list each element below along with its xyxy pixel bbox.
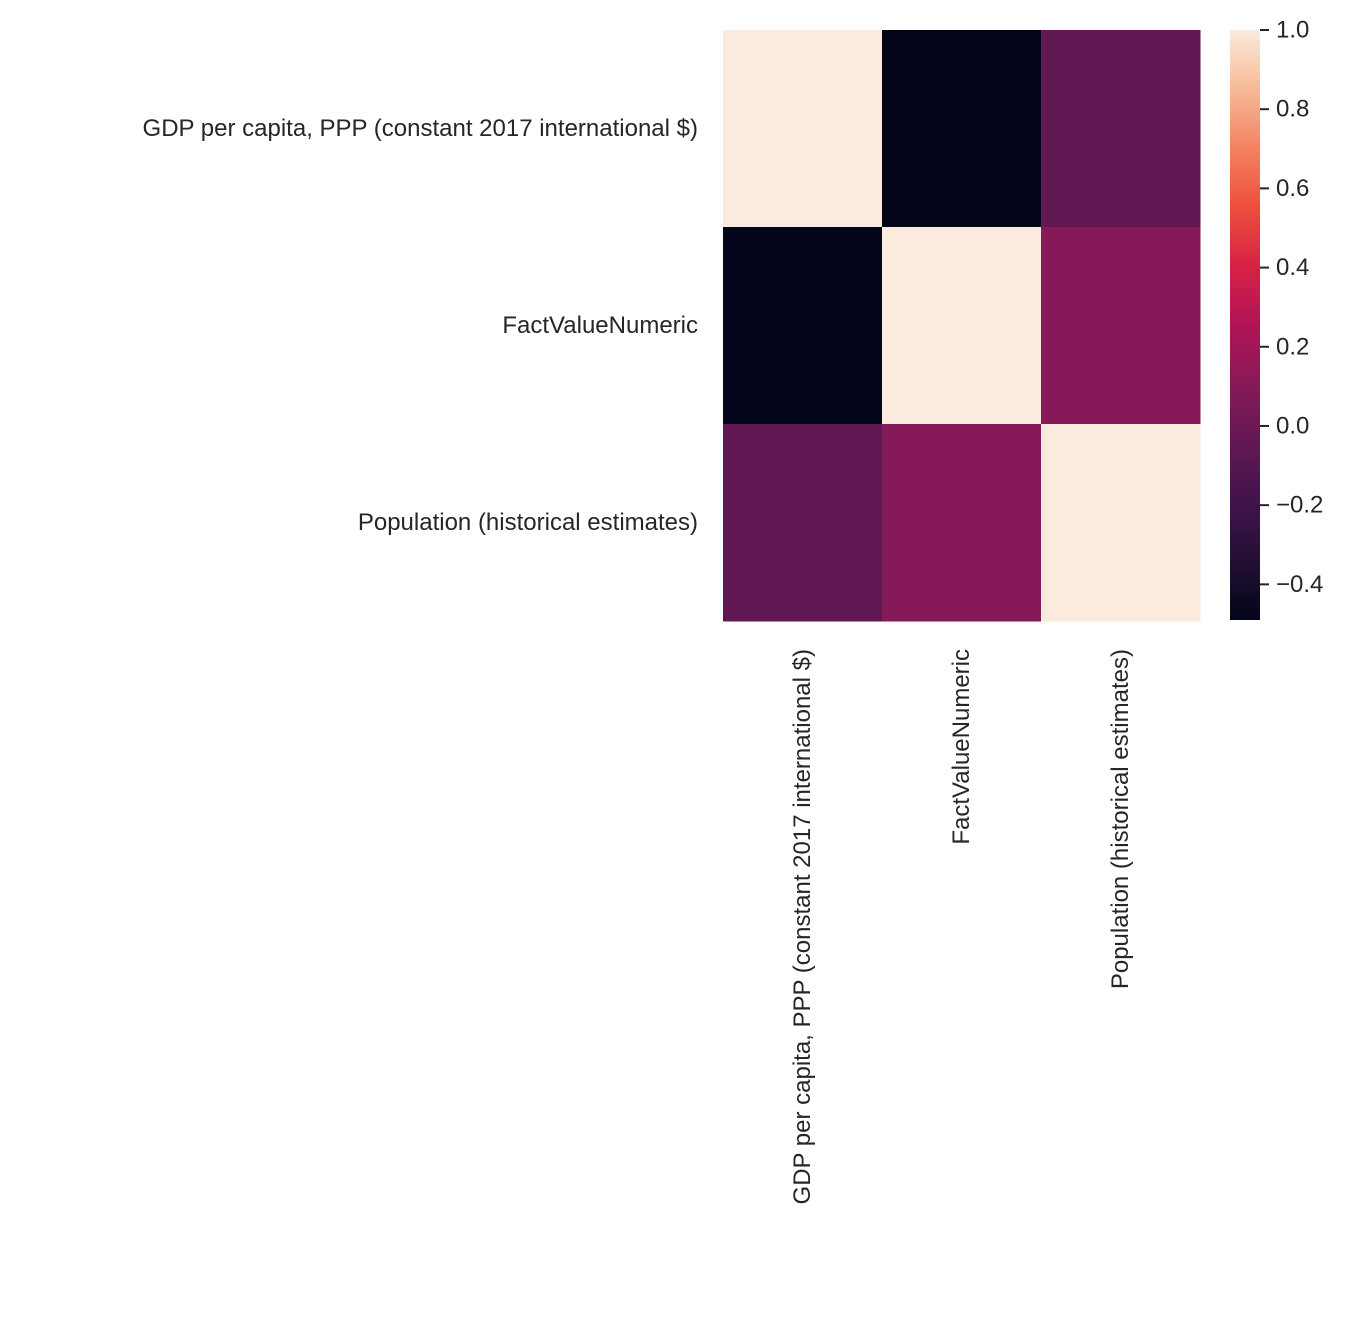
- colorbar-tick-label: −0.2: [1276, 492, 1323, 519]
- colorbar-tick-label: 0.8: [1276, 96, 1309, 123]
- heatmap-cell-r1-c0: [723, 227, 883, 425]
- colorbar-tick-label: 0.6: [1276, 175, 1309, 202]
- colorbar-tick-label: 0.4: [1276, 254, 1309, 281]
- colorbar-tick-label: 0.0: [1276, 412, 1309, 439]
- colorbar-tick-label: −0.4: [1276, 571, 1323, 598]
- y-tick-label: Population (historical estimates): [358, 509, 698, 536]
- x-tick-label: Population (historical estimates): [1107, 649, 1134, 989]
- y-tick-labels: GDP per capita, PPP (constant 2017 inter…: [143, 115, 698, 536]
- x-tick-label: GDP per capita, PPP (constant 2017 inter…: [789, 649, 816, 1204]
- heatmap-cell-r0-c0: [723, 30, 883, 228]
- colorbar-tick-label: 0.2: [1276, 333, 1309, 360]
- colorbar-tick-label: 1.0: [1276, 17, 1309, 44]
- y-tick-label: FactValueNumeric: [502, 312, 698, 339]
- heatmap-cell-r2-c2: [1041, 424, 1201, 622]
- heatmap-cell-r0-c1: [882, 30, 1042, 228]
- y-tick-label: GDP per capita, PPP (constant 2017 inter…: [143, 115, 698, 142]
- heatmap-cell-r2-c0: [723, 424, 883, 622]
- x-tick-label: FactValueNumeric: [948, 649, 975, 845]
- colorbar-gradient: [1230, 30, 1260, 620]
- colorbar: 1.0 0.8 0.6 0.4 0.2 0.0 −0.2 −0.4: [1230, 17, 1323, 620]
- heatmap-cell-r1-c1: [882, 227, 1042, 425]
- heatmap-cell-r1-c2: [1041, 227, 1201, 425]
- heatmap-cell-r0-c2: [1041, 30, 1201, 228]
- x-tick-labels: GDP per capita, PPP (constant 2017 inter…: [789, 649, 1134, 1204]
- heatmap-cells: [723, 30, 1201, 622]
- heatmap-cell-r2-c1: [882, 424, 1042, 622]
